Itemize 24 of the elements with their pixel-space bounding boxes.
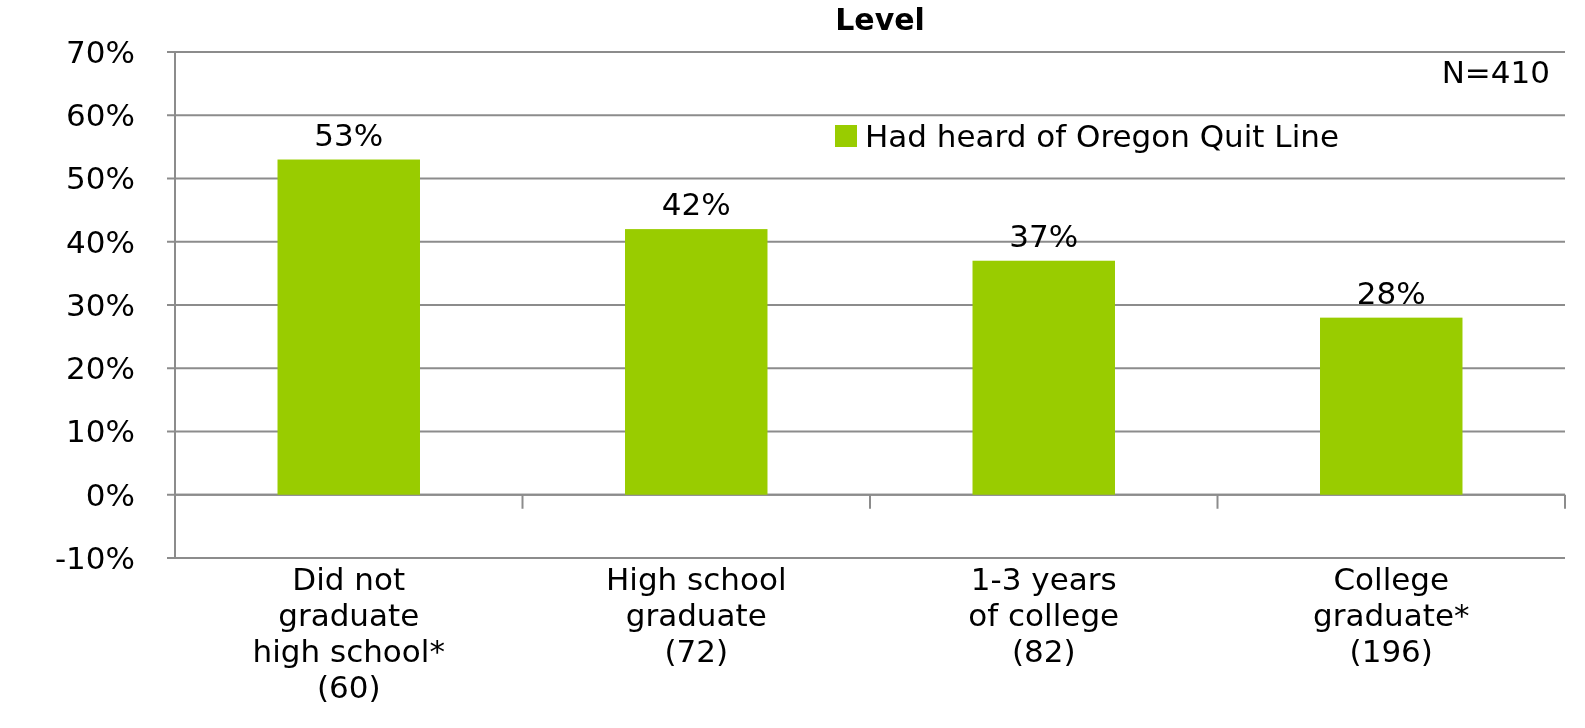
bar [1320, 317, 1463, 495]
y-tick-label: 40% [66, 223, 135, 260]
y-tick-label: -10% [54, 539, 135, 576]
y-tick-label: 20% [66, 350, 135, 387]
x-tick-label: Did not graduate high school* (60) [252, 561, 445, 705]
y-tick-label: 30% [66, 286, 135, 323]
data-label: 42% [661, 186, 731, 223]
y-tick-label: 70% [66, 33, 135, 70]
data-label: 28% [1356, 274, 1426, 311]
annotation: N=410 [1441, 53, 1550, 90]
y-tick-label: 60% [66, 97, 135, 134]
x-tick-label: College graduate* (196) [1313, 561, 1470, 669]
legend-label: Had heard of Oregon Quit Line [865, 117, 1339, 154]
bar [277, 159, 420, 495]
chart-title: Level [835, 2, 925, 37]
y-tick-label: 10% [66, 413, 135, 450]
x-tick-label: High school graduate (72) [606, 561, 787, 669]
x-tick-label: 1-3 years of college (82) [968, 561, 1120, 669]
y-tick-label: 0% [85, 476, 135, 513]
y-tick-label: 50% [66, 160, 135, 197]
bar [625, 229, 768, 495]
data-label: 37% [1009, 217, 1079, 254]
data-label: 53% [314, 116, 384, 153]
bar [972, 260, 1115, 495]
